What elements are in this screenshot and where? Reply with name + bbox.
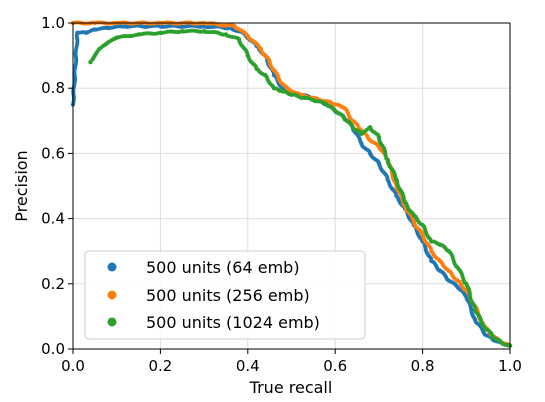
data-point-interp [411,217,416,222]
data-point-interp [177,29,182,34]
data-point-interp [82,30,87,35]
data-point-interp [428,237,433,242]
data-point-interp [340,113,345,118]
y-tick-label: 0.4 [41,210,65,228]
data-point-interp [472,305,477,310]
data-point-interp [253,64,258,69]
x-tick-label: 0.6 [323,357,347,375]
data-point-interp [385,174,390,179]
data-point-interp [435,241,440,246]
data-point-interp [91,27,96,32]
data-point-interp [393,191,398,196]
series-layer [70,20,513,348]
data-point-interp [104,41,109,46]
data-point-interp [299,96,304,101]
x-tick-label: 0.4 [236,357,260,375]
y-tick-label: 0.0 [41,340,65,358]
data-point-interp [287,92,292,97]
data-point-interp [330,101,335,106]
x-tick-label: 1.0 [498,357,522,375]
data-point-interp [410,211,415,216]
legend-label-64-emb: 500 units (64 emb) [146,258,300,277]
data-point-interp [472,315,477,320]
data-point-interp [278,89,283,94]
data-point-interp [462,280,467,285]
data-point-interp [155,31,160,36]
data-point-interp [375,143,380,148]
legend: 500 units (64 emb) 500 units (256 emb) 5… [84,250,366,340]
data-point-interp [235,35,240,40]
data-point-interp [428,246,433,251]
data-point-interp [245,51,250,56]
x-axis-label: True recall [249,378,333,397]
data-point-interp [270,84,275,89]
x-axis: 0.0 0.2 0.4 0.6 0.8 1.0 [61,349,522,375]
data-point-interp [489,331,494,336]
data-point-interp [366,136,371,141]
data-point-interp [375,132,380,137]
data-point-interp [104,25,109,30]
data-point-interp [95,49,100,54]
x-tick-label: 0.8 [411,357,435,375]
data-point-interp [463,293,468,298]
data-point-interp [419,230,424,235]
data-point-interp [436,257,441,262]
data-point-interp [367,149,372,154]
y-tick-label: 0.6 [41,144,65,162]
data-point-interp [453,264,458,269]
data-point-interp [497,338,502,343]
x-tick-label: 0.0 [61,357,85,375]
data-point-interp [331,107,336,112]
y-axis-label: Precision [12,150,31,221]
data-point-interp [74,33,79,38]
data-point-interp [121,24,126,29]
data-point-interp [199,29,204,34]
data-point-interp [275,73,280,78]
data-point-interp [266,57,271,62]
series-3 [88,28,513,348]
data-point-interp [453,277,458,282]
legend-box [84,250,366,340]
data-point-interp [462,287,467,292]
y-tick-label: 1.0 [41,14,65,32]
data-point-interp [454,283,459,288]
data-point-interp [393,175,398,180]
data-point-interp [113,36,118,41]
data-point-interp [313,99,318,104]
data-point-interp [445,277,450,282]
data-point-interp [349,123,354,128]
legend-label-1024-emb: 500 units (1024 emb) [146,313,320,332]
data-point-interp [445,267,450,272]
data-point-interp [402,198,407,203]
data-point-interp [283,84,288,89]
y-axis: 0.0 0.2 0.4 0.6 0.8 1.0 [41,14,73,358]
data-point-interp [257,45,262,50]
y-tick-label: 0.2 [41,275,65,293]
data-point-interp [244,32,249,37]
data-point-interp [505,343,510,348]
legend-label-256-emb: 500 units (256 emb) [146,286,310,305]
legend-marker-1024-emb [107,317,117,327]
data-point-interp [322,101,327,106]
data-point-interp [384,156,389,161]
data-point-interp [358,139,363,144]
data-point-interp [261,72,266,77]
plot-area-frame [72,22,511,350]
data-point-interp [134,32,139,37]
legend-marker-256-emb [107,290,117,300]
data-point-interp [221,32,226,37]
data-point-interp [231,23,236,28]
data-point-interp [199,24,204,29]
data-point-interp [480,322,485,327]
data-point-interp [339,104,344,109]
data-point-interp [375,159,380,164]
x-tick-label: 0.2 [148,357,172,375]
data-point-interp [444,248,449,253]
data-point-interp [428,256,433,261]
data-point-interp [436,267,441,272]
legend-marker-64-emb [107,262,117,272]
y-tick-label: 0.8 [41,79,65,97]
data-point-interp [418,221,423,226]
